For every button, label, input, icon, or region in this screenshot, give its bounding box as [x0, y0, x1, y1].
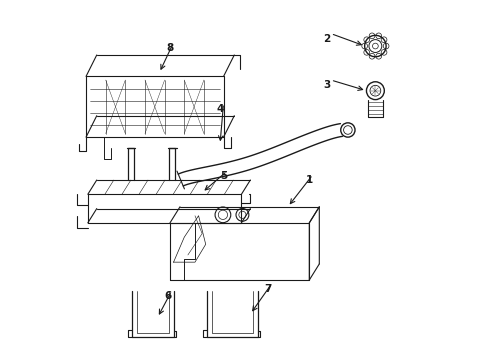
Text: 1: 1 — [306, 175, 313, 185]
Text: 6: 6 — [165, 291, 172, 301]
Text: 5: 5 — [220, 171, 227, 181]
Text: 7: 7 — [265, 284, 272, 294]
Text: 8: 8 — [167, 43, 173, 53]
Text: 2: 2 — [323, 34, 331, 44]
Text: 4: 4 — [216, 104, 223, 113]
Text: 3: 3 — [323, 80, 331, 90]
